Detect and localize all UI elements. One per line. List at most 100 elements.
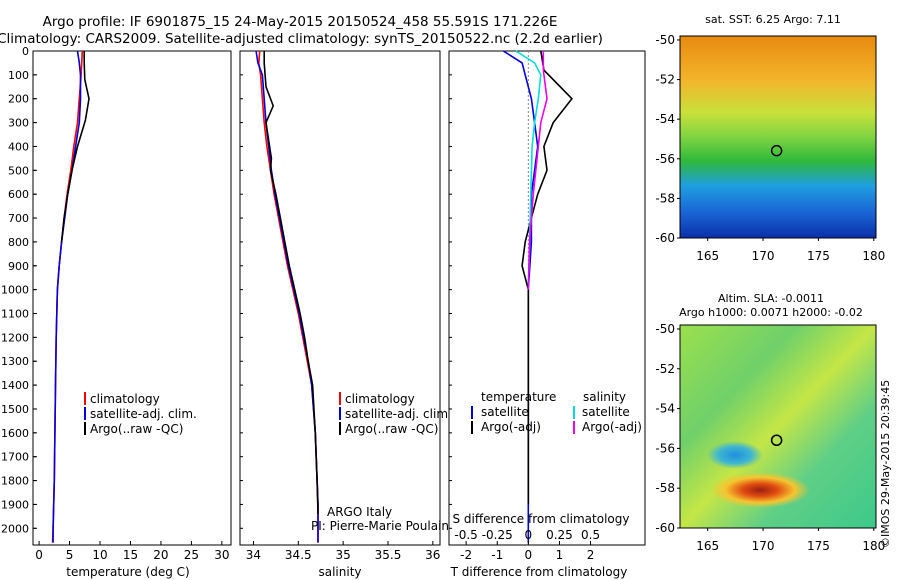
map-x-tick-label: 170 bbox=[752, 249, 775, 263]
depth-tick-label: 1200 bbox=[1, 331, 29, 344]
sla-map-title-line2: Argo h1000: 0.0071 h2000: -0.02 bbox=[679, 306, 863, 319]
sla-map-x-ticks: 165 170 175 180 bbox=[696, 528, 885, 553]
t-difference-label: T difference from climatology bbox=[450, 565, 628, 579]
sla-low-anomaly bbox=[707, 441, 763, 469]
map-y-tick-label: -56 bbox=[655, 441, 675, 455]
x-tick-label: 35.5 bbox=[375, 548, 402, 562]
s-difference-x-ticks: -0.5 -0.25 0 0.25 0.5 bbox=[454, 528, 600, 542]
sla-float-marker bbox=[770, 434, 783, 447]
series-line-salinity-satellite bbox=[515, 50, 542, 290]
depth-tick-label: 2000 bbox=[1, 522, 29, 535]
depth-tick-label: 800 bbox=[8, 236, 29, 249]
depth-tick-label: 1300 bbox=[1, 355, 29, 368]
series-line-temperature-argo-adj- bbox=[521, 50, 573, 505]
sst-map-y-ticks: -50 -52 -54 -56 -58 -60 bbox=[655, 33, 680, 245]
map-y-tick-label: -50 bbox=[655, 33, 675, 47]
salinity-x-ticks: 34 34.5 35 35.5 36 bbox=[246, 541, 440, 562]
sla-map-panel: Altim. SLA: -0.0011 Argo h1000: 0.0071 h… bbox=[655, 292, 885, 553]
legend-label-climatology: climatology bbox=[90, 392, 160, 406]
x-tick-label: 15 bbox=[123, 548, 138, 562]
difference-panel: -2 -1 0 1 2 -0.5 -0.25 0 0.25 0.5 S difference f… bbox=[448, 50, 646, 579]
map-x-tick-label: 170 bbox=[752, 539, 775, 553]
salinity-panel: 34 34.5 35 35.5 36 salinity climatology sate… bbox=[239, 50, 452, 579]
temperature-x-ticks: 0 5 10 15 20 25 30 bbox=[35, 541, 230, 562]
series-line-salinity-argo-adj- bbox=[527, 51, 548, 290]
temperature-panel: 0 5 10 15 20 25 30 0 100 200 300 400 500 600 700 800 90… bbox=[1, 45, 232, 579]
annotation-argo-italy: ARGO Italy bbox=[327, 505, 392, 519]
x-tick-label: 20 bbox=[153, 548, 168, 562]
map-y-tick-label: -56 bbox=[655, 152, 675, 166]
temperature-plot-frame bbox=[32, 50, 232, 546]
legend-label-satellite: satellite-adj. clim. bbox=[90, 407, 197, 421]
x-tick-label: 34 bbox=[246, 548, 261, 562]
salinity-plot-frame bbox=[239, 50, 441, 546]
x-tick-label: -2 bbox=[460, 548, 472, 562]
map-x-tick-label: 180 bbox=[862, 249, 885, 263]
x-tick-label: 36 bbox=[425, 548, 440, 562]
depth-tick-label: 1000 bbox=[1, 284, 29, 297]
difference-series bbox=[449, 50, 573, 543]
depth-tick-label: 500 bbox=[8, 164, 29, 177]
salinity-series bbox=[240, 50, 319, 543]
series-line-argo-raw-qc- bbox=[263, 51, 319, 515]
map-y-tick-label: -58 bbox=[655, 191, 675, 205]
x-tick-label: 10 bbox=[92, 548, 107, 562]
x-tick-label: 0 bbox=[35, 548, 43, 562]
depth-tick-label: 200 bbox=[8, 93, 29, 106]
depth-tick-label: 300 bbox=[8, 117, 29, 130]
annotation-pi: PI: Pierre-Marie Poulain bbox=[311, 519, 449, 533]
depth-tick-label: 1700 bbox=[1, 451, 29, 464]
difference-legend-temperature: temperature satellite Argo(-adj) bbox=[471, 390, 556, 434]
depth-tick-label: 1900 bbox=[1, 498, 29, 511]
depth-tick-label: 100 bbox=[8, 69, 29, 82]
x-tick-label: 34.5 bbox=[285, 548, 312, 562]
x-tick-label: 25 bbox=[184, 548, 199, 562]
map-y-tick-label: -50 bbox=[655, 322, 675, 336]
imos-credit: ©IMOS 29-May-2015 20:39:45 bbox=[879, 380, 892, 548]
legend-label-argo: Argo(..raw -QC) bbox=[90, 422, 183, 436]
sla-map-y-ticks: -50 -52 -54 -56 -58 -60 bbox=[655, 322, 680, 535]
legend-label-climatology: climatology bbox=[345, 392, 415, 406]
t-difference-x-ticks: -2 -1 0 1 2 bbox=[460, 541, 594, 562]
map-y-tick-label: -60 bbox=[655, 231, 675, 245]
sst-map-panel: sat. SST: 6.25 Argo: 7.11 bbox=[655, 13, 885, 263]
sla-high-anomaly bbox=[710, 472, 810, 508]
map-y-tick-label: -58 bbox=[655, 481, 675, 495]
series-line-argo-raw-qc- bbox=[60, 51, 90, 242]
legend-label-t-argo: Argo(-adj) bbox=[481, 420, 541, 434]
s-difference-label: S difference from climatology bbox=[453, 512, 630, 526]
legend-label-argo: Argo(..raw -QC) bbox=[345, 422, 438, 436]
legend-label-s-argo: Argo(-adj) bbox=[582, 420, 642, 434]
depth-tick-label: 0 bbox=[22, 45, 29, 58]
depth-axis-ticks: 0 100 200 300 400 500 600 700 800 900 1000 1100 1200… bbox=[1, 45, 37, 535]
map-x-tick-label: 165 bbox=[696, 539, 719, 553]
x-tick-label: 30 bbox=[214, 548, 229, 562]
sst-map-image bbox=[679, 35, 877, 239]
depth-tick-label: 1400 bbox=[1, 379, 29, 392]
map-x-tick-label: 165 bbox=[696, 249, 719, 263]
sst-float-marker bbox=[770, 144, 783, 157]
legend-label-satellite: satellite-adj. clim. bbox=[345, 407, 452, 421]
legend-title-salinity: salinity bbox=[583, 390, 626, 404]
x2-tick-label: -0.25 bbox=[482, 528, 513, 542]
x2-tick-label: -0.5 bbox=[454, 528, 477, 542]
x-tick-label: 0 bbox=[525, 548, 533, 562]
salinity-x-label: salinity bbox=[318, 565, 361, 579]
x-tick-label: 35 bbox=[335, 548, 350, 562]
x-tick-label: 2 bbox=[587, 548, 595, 562]
x2-tick-label: 0.5 bbox=[581, 528, 600, 542]
figure-title-line2: Climatology: CARS2009. Satellite-adjuste… bbox=[0, 31, 603, 47]
map-y-tick-label: -52 bbox=[655, 362, 675, 376]
legend-title-temperature: temperature bbox=[481, 390, 556, 404]
depth-tick-label: 1100 bbox=[1, 308, 29, 321]
sst-map-title: sat. SST: 6.25 Argo: 7.11 bbox=[705, 13, 841, 26]
x-tick-label: 5 bbox=[66, 548, 74, 562]
depth-tick-label: 1600 bbox=[1, 427, 29, 440]
legend-label-s-satellite: satellite bbox=[582, 405, 630, 419]
figure-title-line1: Argo profile: IF 6901875_15 24-May-2015 … bbox=[43, 14, 558, 30]
difference-legend-salinity: salinity satellite Argo(-adj) bbox=[573, 390, 642, 434]
salinity-legend: climatology satellite-adj. clim. Argo(..… bbox=[339, 392, 452, 436]
difference-plot-frame bbox=[448, 50, 646, 546]
temperature-x-label: temperature (deg C) bbox=[66, 565, 189, 579]
